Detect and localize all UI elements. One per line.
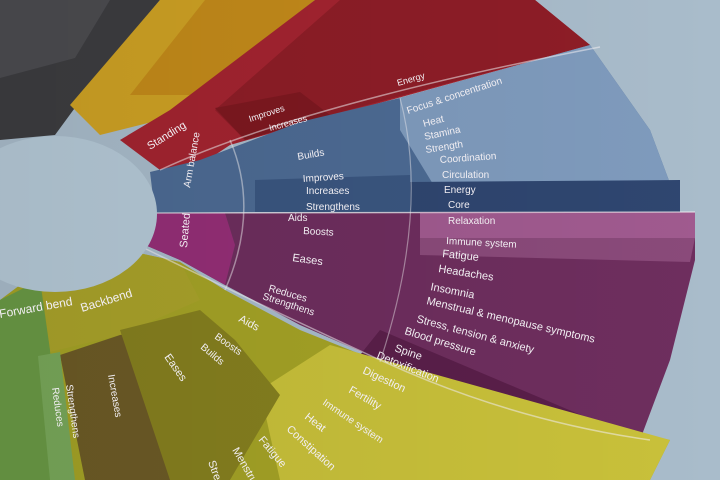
- label-blue-circulation: Circulation: [442, 170, 489, 181]
- label-blue-coordination: Coordination: [439, 151, 496, 166]
- label-purple-immune: Immune system: [446, 236, 517, 251]
- label-purple-boosts: Boosts: [303, 226, 334, 239]
- label-blue-heat: Heat: [422, 114, 445, 130]
- label-seated: Seated: [178, 212, 193, 248]
- label-blue-increases: Increases: [306, 186, 349, 197]
- label-purple-fatigue: Fatigue: [442, 248, 480, 264]
- label-purple-aids: Aids: [288, 213, 307, 224]
- label-purple-eases: Eases: [292, 252, 324, 268]
- label-blue-energy: Energy: [444, 185, 476, 196]
- label-blue-builds: Builds: [297, 147, 326, 163]
- label-green-reduces: Reduces: [49, 387, 65, 428]
- label-blue-strengthens: Strengthens: [306, 202, 360, 213]
- label-blue-core: Core: [448, 200, 470, 211]
- label-purple-relaxation: Relaxation: [448, 216, 495, 227]
- label-blue-improves: Improves: [302, 171, 344, 185]
